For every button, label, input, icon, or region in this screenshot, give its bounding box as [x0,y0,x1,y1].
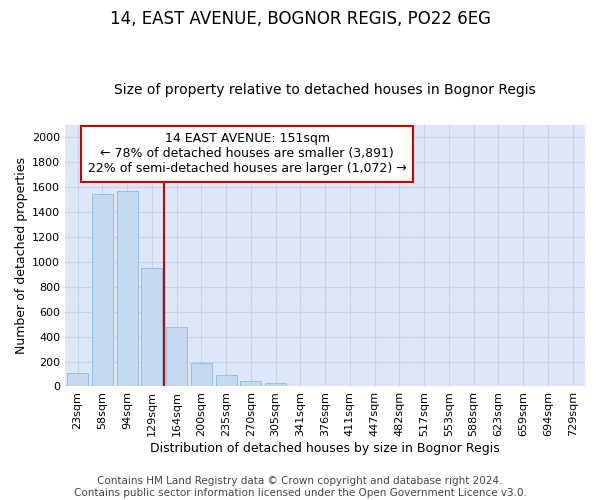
Text: 14 EAST AVENUE: 151sqm
← 78% of detached houses are smaller (3,891)
22% of semi-: 14 EAST AVENUE: 151sqm ← 78% of detached… [88,132,406,176]
Text: 14, EAST AVENUE, BOGNOR REGIS, PO22 6EG: 14, EAST AVENUE, BOGNOR REGIS, PO22 6EG [110,10,491,28]
Bar [215,374,236,386]
Bar [166,326,187,386]
Bar [191,363,212,386]
Bar [240,381,262,386]
Bar [141,268,163,386]
Title: Size of property relative to detached houses in Bognor Regis: Size of property relative to detached ho… [114,83,536,97]
Bar [116,190,137,386]
Bar [265,382,286,386]
Text: Contains HM Land Registry data © Crown copyright and database right 2024.
Contai: Contains HM Land Registry data © Crown c… [74,476,526,498]
Bar [92,194,113,386]
Bar [67,372,88,386]
X-axis label: Distribution of detached houses by size in Bognor Regis: Distribution of detached houses by size … [150,442,500,455]
Y-axis label: Number of detached properties: Number of detached properties [15,157,28,354]
